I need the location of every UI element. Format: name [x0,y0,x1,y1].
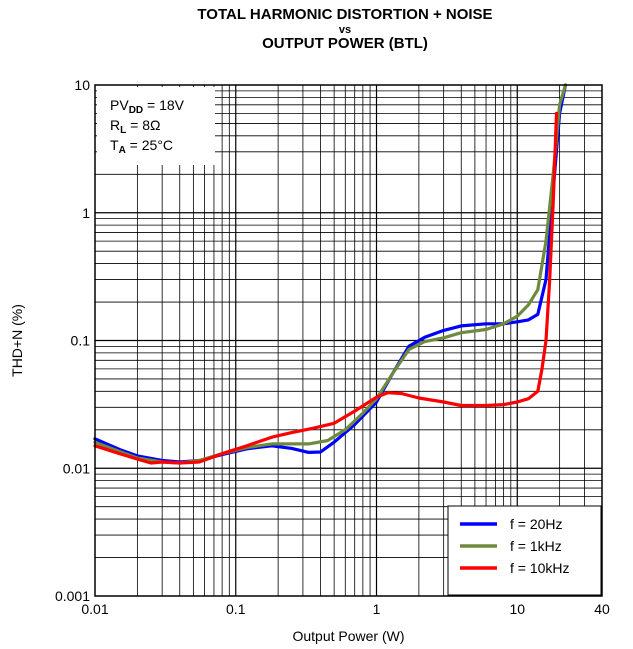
condition-value: = 25°C [126,137,173,153]
series-lines [93,83,568,465]
condition-subscript: A [119,145,126,156]
chart-title-line-1: TOTAL HARMONIC DISTORTION + NOISE [197,6,493,23]
plot-frame [94,84,603,597]
condition-text: RL = 8Ω [110,117,160,136]
conditions-background [97,87,215,165]
legend: f = 20Hz f = 1kHz f = 10kHz [447,505,602,596]
y-tick-label: 10 [74,77,90,93]
y-tick-label: 0.1 [71,333,91,349]
condition-subscript: L [120,125,126,136]
y-axis-label: THD+N (%) [9,304,25,377]
chart-title-line-2: vs [338,24,352,36]
condition-value: = 8Ω [126,117,160,133]
condition-symbol: R [110,117,120,133]
condition-text: TA = 25°C [110,137,173,156]
x-tick-label: 10 [509,601,525,617]
legend-label: f = 10kHz [510,560,570,576]
chart-title-line-3: OUTPUT POWER (BTL) [262,35,428,52]
y-tick-label: 0.001 [55,588,90,604]
condition-symbol: PV [110,97,129,113]
legend-label: f = 1kHz [510,538,562,554]
x-tick-label: 0.01 [81,601,108,617]
y-tick-label: 1 [82,205,90,221]
series-line-3 [93,111,559,465]
x-tick-label: 0.1 [226,601,246,617]
condition-symbol: T [110,137,119,153]
y-tick-label: 0.01 [63,460,90,476]
legend-label: f = 20Hz [510,516,563,532]
condition-text: PVDD = 18V [110,97,185,116]
x-tick-label: 40 [594,601,610,617]
condition-subscript: DD [129,105,143,116]
x-axis-label: Output Power (W) [292,628,404,644]
x-tick-label: 1 [373,601,381,617]
legend-box [447,505,602,596]
condition-value: = 18V [143,97,185,113]
